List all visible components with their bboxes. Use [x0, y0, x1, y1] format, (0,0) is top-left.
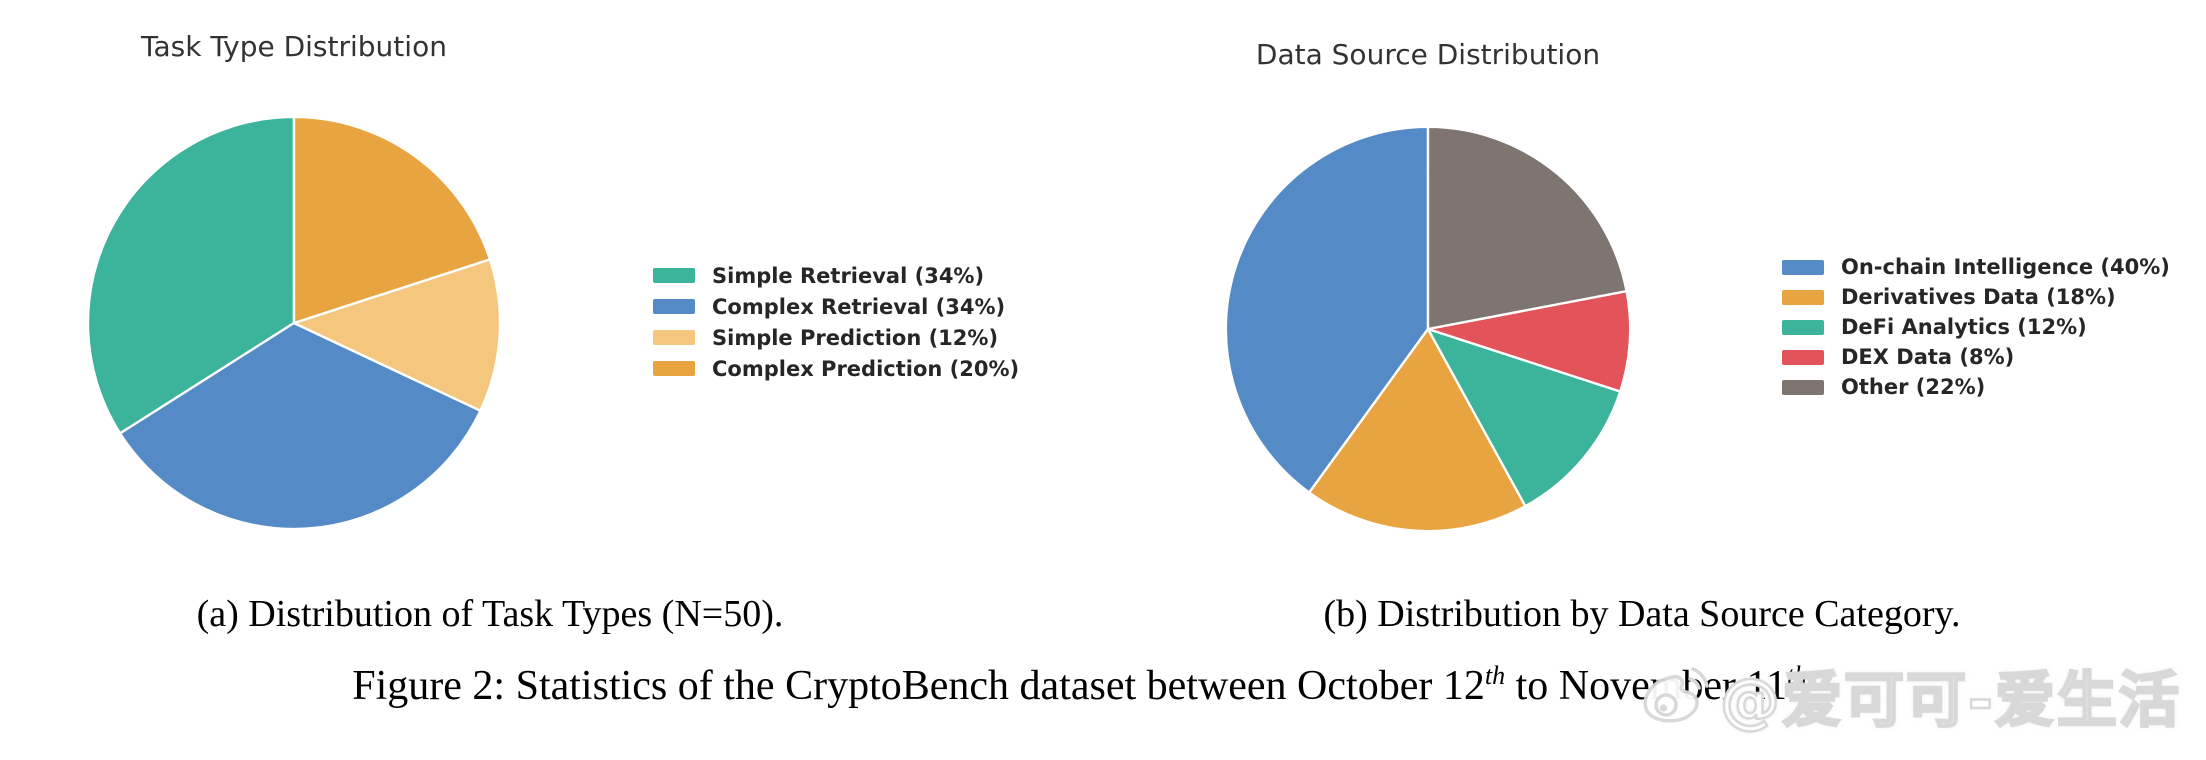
pie-slice-defi-analytics [1426, 327, 1622, 508]
pie-slice-dex-data [1426, 289, 1632, 393]
complex-retrieval-swatch-icon [653, 299, 695, 314]
data-source-legend: On-chain Intelligence (40%) Derivatives … [1782, 252, 2170, 402]
legend-item-defi-analytics: DeFi Analytics (12%) [1782, 312, 2170, 342]
legend-label: On-chain Intelligence (40%) [1841, 255, 2170, 279]
legend-item-complex-retrieval: Complex Retrieval (34%) [653, 291, 1019, 322]
task-type-legend: Simple Retrieval (34%) Complex Retrieval… [653, 260, 1019, 384]
pie-slice-simple-prediction [292, 258, 502, 412]
legend-label: Other (22%) [1841, 375, 1986, 399]
superscript-th: th [1484, 661, 1506, 690]
simple-prediction-swatch-icon [653, 330, 695, 345]
legend-label: Simple Prediction (12%) [712, 325, 999, 350]
legend-item-dex-data: DEX Data (8%) [1782, 342, 2170, 372]
legend-label: Derivatives Data (18%) [1841, 285, 2116, 309]
legend-label: Complex Prediction (20%) [712, 356, 1020, 381]
legend-item-complex-prediction: Complex Prediction (20%) [653, 353, 1019, 384]
legend-label: Complex Retrieval (34%) [712, 294, 1006, 319]
legend-item-onchain-intelligence: On-chain Intelligence (40%) [1782, 252, 2170, 282]
complex-prediction-swatch-icon [653, 361, 695, 376]
figure-caption-text: to November 11 [1505, 663, 1787, 709]
pie-slice-other [1426, 125, 1628, 331]
figure-caption-text: . [1807, 663, 1818, 709]
superscript-th: th [1786, 661, 1808, 690]
pie-slice-complex-prediction [292, 115, 492, 325]
legend-label: Simple Retrieval (34%) [712, 263, 985, 288]
legend-item-other: Other (22%) [1782, 372, 2170, 402]
simple-retrieval-swatch-icon [653, 268, 695, 283]
legend-label: DEX Data (8%) [1841, 345, 2015, 369]
pie-slice-complex-retrieval [118, 321, 482, 531]
legend-item-derivatives-data: Derivatives Data (18%) [1782, 282, 2170, 312]
data-source-pie-chart [1224, 125, 1632, 533]
other-swatch-icon [1782, 379, 1824, 395]
figure-caption-text: Figure 2: Statistics of the CryptoBench … [352, 663, 1485, 709]
dex-data-swatch-icon [1782, 349, 1824, 365]
legend-label: DeFi Analytics (12%) [1841, 315, 2087, 339]
subcaption-a: (a) Distribution of Task Types (N=50). [196, 593, 784, 635]
data-source-chart-title: Data Source Distribution [1255, 38, 1601, 71]
pie-slice-on-chain-intelligence [1224, 125, 1430, 494]
figure-caption: Figure 2: Statistics of the CryptoBench … [0, 662, 2170, 710]
pie-slice-derivatives-data [1308, 327, 1527, 533]
derivatives-data-swatch-icon [1782, 289, 1824, 305]
task-type-chart-title: Task Type Distribution [141, 30, 447, 63]
subcaption-b: (b) Distribution by Data Source Category… [1323, 593, 1961, 635]
legend-item-simple-retrieval: Simple Retrieval (34%) [653, 260, 1019, 291]
onchain-intelligence-swatch-icon [1782, 259, 1824, 275]
defi-analytics-swatch-icon [1782, 319, 1824, 335]
task-type-pie-chart [86, 115, 502, 531]
legend-item-simple-prediction: Simple Prediction (12%) [653, 322, 1019, 353]
